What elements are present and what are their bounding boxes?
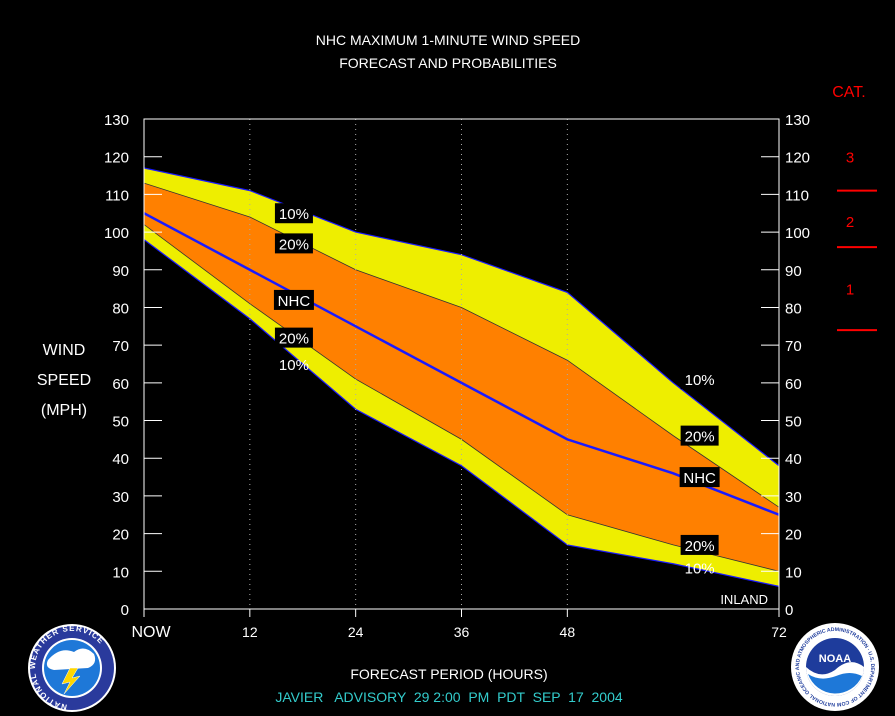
band-label-text: NHC bbox=[278, 293, 311, 310]
y-tick-label-right: 50 bbox=[785, 414, 802, 431]
band-label-box bbox=[680, 425, 719, 446]
nws-logo: NATIONAL WEATHER SERVICE bbox=[28, 624, 116, 712]
y-tick-label-right: 80 bbox=[785, 300, 802, 317]
nhc-forecast-line bbox=[144, 212, 779, 516]
category-label: 1 bbox=[846, 282, 854, 299]
y-tick-label-right: 90 bbox=[785, 263, 802, 280]
y-tick-label-right: 30 bbox=[785, 489, 802, 506]
x-tick-label: 12 bbox=[242, 624, 258, 640]
inland-label: INLAND bbox=[720, 592, 768, 607]
category-label: 3 bbox=[846, 150, 854, 167]
y-tick-label-right: 110 bbox=[785, 187, 809, 204]
y-tick-label-left: 120 bbox=[104, 150, 129, 167]
y-tick-label-left: 10 bbox=[112, 564, 129, 581]
y-tick-label-left: 40 bbox=[112, 451, 129, 468]
band-label-text: 10% bbox=[279, 206, 309, 223]
y-tick-label-left: 100 bbox=[104, 225, 129, 242]
band-label-box bbox=[680, 369, 719, 390]
band-label-text: 10% bbox=[279, 357, 309, 374]
chart-title-line2: FORECAST AND PROBABILITIES bbox=[339, 55, 557, 71]
y-tick-label-left: 0 bbox=[121, 602, 129, 619]
y-tick-label-left: 70 bbox=[112, 338, 129, 355]
y-tick-label-left: 60 bbox=[112, 376, 129, 393]
band-label-box bbox=[274, 233, 313, 254]
y-tick-label-left: 50 bbox=[112, 414, 129, 431]
category-scale: CAT. 3 2 1 bbox=[832, 84, 877, 332]
forecast-line-group bbox=[144, 212, 779, 516]
y-tick-label-right: 120 bbox=[785, 150, 810, 167]
y-tick-label-right: 0 bbox=[785, 602, 793, 619]
y-axis-label-line2: SPEED bbox=[37, 372, 91, 389]
band-label-box bbox=[274, 327, 313, 348]
band-label: 20% bbox=[680, 425, 719, 446]
band-label: 10% bbox=[685, 561, 715, 578]
category-header: CAT. bbox=[832, 84, 865, 101]
y-tick-label-left: 30 bbox=[112, 489, 129, 506]
y-tick-label-right: 130 bbox=[785, 112, 810, 129]
band-label-text: 20% bbox=[685, 538, 715, 555]
band-label-box bbox=[273, 289, 314, 310]
lower-10pct-edge bbox=[144, 239, 779, 587]
y-tick-label-right: 60 bbox=[785, 376, 802, 393]
x-tick-label: 72 bbox=[771, 624, 787, 640]
band-label: 20% bbox=[274, 327, 313, 348]
y-tick-label-right: 70 bbox=[785, 338, 802, 355]
band-label-box bbox=[274, 203, 313, 224]
band-label: 20% bbox=[680, 534, 719, 555]
y-tick-label-left: 90 bbox=[112, 263, 129, 280]
y-tick-label-right: 10 bbox=[785, 564, 802, 581]
band-label-text: 20% bbox=[279, 236, 309, 253]
y-axis-label-line1: WIND bbox=[43, 342, 86, 359]
band-label-box bbox=[680, 534, 719, 555]
x-tick-label: 48 bbox=[560, 624, 576, 640]
upper-20pct-edge bbox=[144, 182, 779, 508]
y-tick-label-left: 20 bbox=[112, 527, 129, 544]
band-label-text: 10% bbox=[685, 372, 715, 389]
category-label: 2 bbox=[846, 214, 854, 231]
x-tick-label: 36 bbox=[454, 624, 470, 640]
advisory-text: JAVIER ADVISORY 29 2:00 PM PDT SEP 17 20… bbox=[275, 689, 623, 705]
band-label: NHC bbox=[273, 289, 314, 310]
chart-title-line1: NHC MAXIMUM 1-MINUTE WIND SPEED bbox=[316, 32, 580, 48]
band-label-text: 20% bbox=[279, 331, 309, 348]
x-tick-label: 24 bbox=[348, 624, 364, 640]
y-axis-label-line3: (MPH) bbox=[41, 402, 87, 419]
y-tick-label-right: 40 bbox=[785, 451, 802, 468]
x-tick-label: NOW bbox=[131, 624, 171, 641]
vertical-gridlines bbox=[249, 119, 568, 609]
y-tick-label-right: 100 bbox=[785, 225, 810, 242]
band-label-text: NHC bbox=[683, 470, 716, 487]
band-label-text: 20% bbox=[685, 429, 715, 446]
band-label: 10% bbox=[680, 369, 719, 390]
noaa-logo-text: NOAA bbox=[819, 653, 851, 665]
y-tick-label-left: 110 bbox=[105, 187, 129, 204]
x-axis-label: FORECAST PERIOD (HOURS) bbox=[350, 666, 547, 682]
band-label-box bbox=[679, 467, 720, 488]
band-labels: 10% 20% NHC 20% 10% 10% 20% NHC 20% 10% bbox=[273, 203, 720, 578]
y-tick-label-left: 130 bbox=[104, 112, 129, 129]
y-tick-label-left: 80 bbox=[112, 300, 129, 317]
y-axes: 0 0 10 10 20 20 30 30 40 40 50 50 60 60 70 70 80 80 90 90 10… bbox=[104, 112, 810, 619]
band-label: 10% bbox=[274, 203, 313, 224]
inner-band-20pct bbox=[144, 183, 779, 572]
band-label: 10% bbox=[279, 357, 309, 374]
x-axis: NOW 12 24 36 48 72 bbox=[131, 609, 787, 641]
band-label: NHC bbox=[679, 467, 720, 488]
y-tick-label-right: 20 bbox=[785, 527, 802, 544]
band-label-text: 10% bbox=[685, 561, 715, 578]
band-label: 20% bbox=[274, 233, 313, 254]
